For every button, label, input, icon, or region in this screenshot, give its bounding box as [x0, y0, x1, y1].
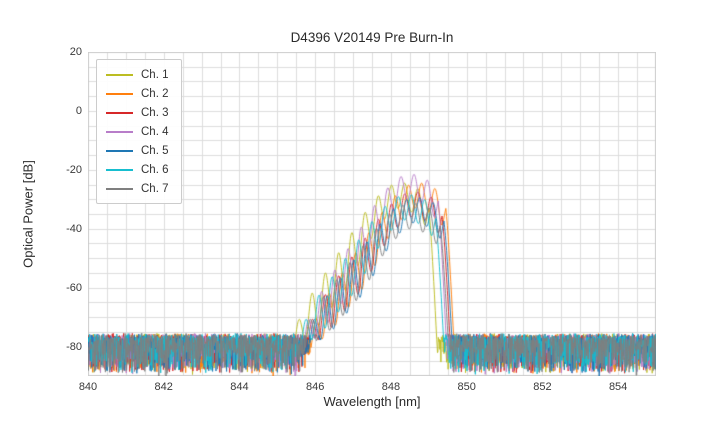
legend-item: Ch. 4 — [106, 122, 169, 141]
legend-line-swatch — [106, 168, 133, 171]
legend-label: Ch. 6 — [141, 163, 169, 176]
legend-label: Ch. 1 — [141, 68, 169, 81]
plot-area — [88, 52, 656, 376]
legend-line-swatch — [106, 149, 133, 152]
legend-line-swatch — [106, 187, 133, 190]
x-tick-label: 842 — [154, 381, 173, 393]
x-tick-label: 850 — [457, 381, 476, 393]
legend-item: Ch. 7 — [106, 179, 169, 198]
legend-item: Ch. 1 — [106, 65, 169, 84]
x-tick-label: 840 — [78, 381, 98, 393]
x-tick-label: 852 — [533, 381, 552, 393]
y-tick-label: -80 — [66, 340, 82, 353]
legend-line-swatch — [106, 92, 133, 95]
legend-label: Ch. 3 — [141, 106, 169, 119]
x-tick-label: 854 — [608, 381, 628, 393]
legend-line-swatch — [106, 130, 133, 133]
chart-title: D4396 V20149 Pre Burn-In — [290, 30, 454, 45]
y-tick-label: 20 — [69, 46, 82, 58]
x-axis-label: Wavelength [nm] — [323, 394, 421, 409]
legend-item: Ch. 5 — [106, 141, 169, 160]
x-tick-label: 846 — [306, 381, 325, 393]
y-tick-label: -20 — [66, 163, 82, 176]
x-tick-label: 848 — [381, 381, 401, 393]
legend-label: Ch. 4 — [141, 125, 169, 138]
y-tick-label: -60 — [66, 281, 82, 294]
y-axis-label: Optical Power [dB] — [20, 160, 36, 268]
legend-item: Ch. 6 — [106, 160, 169, 179]
legend: Ch. 1 Ch. 2 Ch. 3 Ch. 4 Ch. 5 Ch. 6 Ch. 7 — [96, 59, 182, 204]
legend-line-swatch — [106, 111, 133, 114]
legend-label: Ch. 7 — [141, 182, 169, 195]
legend-label: Ch. 5 — [141, 144, 169, 157]
y-tick-label: -40 — [66, 222, 82, 235]
y-tick-label: 0 — [75, 104, 82, 117]
legend-item: Ch. 3 — [106, 103, 169, 122]
legend-item: Ch. 2 — [106, 84, 169, 103]
x-tick-label: 844 — [230, 381, 249, 393]
legend-line-swatch — [106, 73, 133, 76]
legend-label: Ch. 2 — [141, 87, 169, 100]
